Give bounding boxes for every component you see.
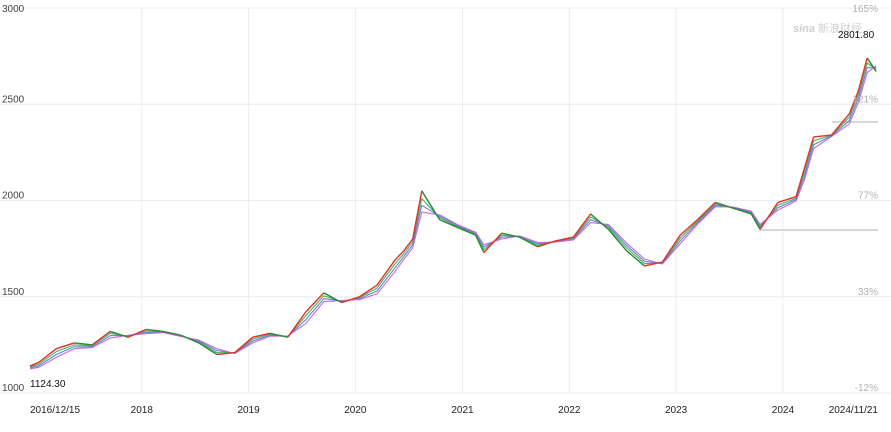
price-segment: [795, 167, 806, 197]
x-tick: 2020: [344, 405, 367, 416]
watermark-name: 新浪财经: [818, 21, 862, 35]
y-tick-left: 2000: [2, 191, 25, 202]
y-tick-right: 121%: [852, 94, 878, 105]
price-segment: [421, 190, 441, 221]
price-segment: [519, 236, 539, 248]
price-segment: [848, 90, 860, 115]
price-segment: [750, 213, 761, 230]
series-line-4: [29, 65, 877, 370]
x-tick: 2016/12/15: [30, 405, 80, 416]
series-lines: [29, 57, 877, 370]
y-tick-right: 165%: [852, 4, 878, 15]
price-segment: [216, 351, 235, 356]
price-segment: [29, 361, 40, 367]
price-segment: [537, 240, 556, 248]
watermark: sina 新浪财经: [793, 21, 862, 35]
price-segment: [644, 261, 663, 267]
price-segment: [162, 330, 182, 336]
price-segment: [234, 336, 254, 354]
grid-lines: [0, 7, 891, 394]
price-segment: [625, 250, 645, 267]
x-axis-ticks: 2016/12/15 2018 2019 2020 2021 2022 2023 2024 20…: [30, 405, 878, 416]
price-segment: [803, 136, 815, 168]
y-tick-left: 1000: [2, 383, 25, 394]
high-annotation: 2801.80: [838, 30, 875, 41]
price-segment: [305, 292, 325, 313]
price-segment: [412, 190, 423, 240]
price-segment: [696, 201, 716, 221]
price-segment: [777, 195, 797, 204]
x-tick: 2023: [665, 405, 688, 416]
series-line-3: [29, 67, 877, 369]
price-segment: [127, 328, 147, 338]
price-segment: [572, 213, 592, 238]
price-segment: [56, 342, 75, 350]
price-segment: [403, 238, 414, 251]
price-segment: [341, 296, 360, 304]
price-segment: [252, 332, 271, 338]
price-segment: [555, 236, 574, 242]
x-tick: 2019: [237, 405, 260, 416]
y-axis-left-ticks: 3000 2500 2000 1500 1000: [2, 4, 25, 394]
x-tick: 2018: [131, 405, 154, 416]
price-segment: [394, 250, 405, 261]
price-segment: [145, 328, 164, 333]
price-segment: [198, 342, 218, 356]
price-segment: [759, 202, 779, 230]
y-tick-left: 2500: [2, 94, 25, 105]
price-segment: [501, 232, 520, 238]
price-segment: [38, 348, 57, 363]
x-tick: 2022: [558, 405, 581, 416]
price-segment: [857, 57, 868, 91]
price-segment: [866, 57, 877, 72]
y-tick-right: -12%: [855, 383, 878, 394]
price-segment: [830, 113, 850, 136]
price-segment: [323, 292, 342, 304]
series-line-2: [29, 62, 877, 368]
price-segment: [607, 228, 627, 252]
x-tick: 2024: [772, 405, 795, 416]
price-segment: [457, 226, 476, 236]
price-segment: [661, 234, 681, 263]
price-segment: [715, 201, 734, 209]
y-axis-right-ticks: 165% 121% 77% 33% -12%: [852, 4, 878, 394]
y-tick-right: 33%: [858, 287, 878, 298]
watermark-brand: sina: [793, 23, 815, 35]
x-tick: 2021: [451, 405, 474, 416]
y-tick-left: 1500: [2, 287, 25, 298]
price-segment: [180, 334, 200, 344]
price-segment: [269, 332, 288, 338]
price-segment: [359, 284, 378, 298]
price-segment: [109, 330, 129, 338]
price-segment: [483, 232, 503, 253]
x-tick: 2024/11/21: [829, 405, 879, 416]
price-segment: [679, 219, 698, 236]
reference-lines: [760, 121, 878, 231]
price-segment: [439, 219, 458, 229]
price-segment: [91, 330, 111, 346]
y-tick-left: 3000: [2, 4, 25, 15]
price-segment: [590, 213, 609, 230]
price-segment: [74, 342, 93, 346]
price-segment: [732, 207, 752, 215]
price-segment: [813, 134, 832, 138]
price-segment: [287, 311, 307, 338]
price-segment: [376, 259, 396, 286]
price-segment: [475, 234, 485, 253]
low-annotation: 1124.30: [30, 379, 66, 390]
y-tick-right: 77%: [858, 191, 878, 202]
